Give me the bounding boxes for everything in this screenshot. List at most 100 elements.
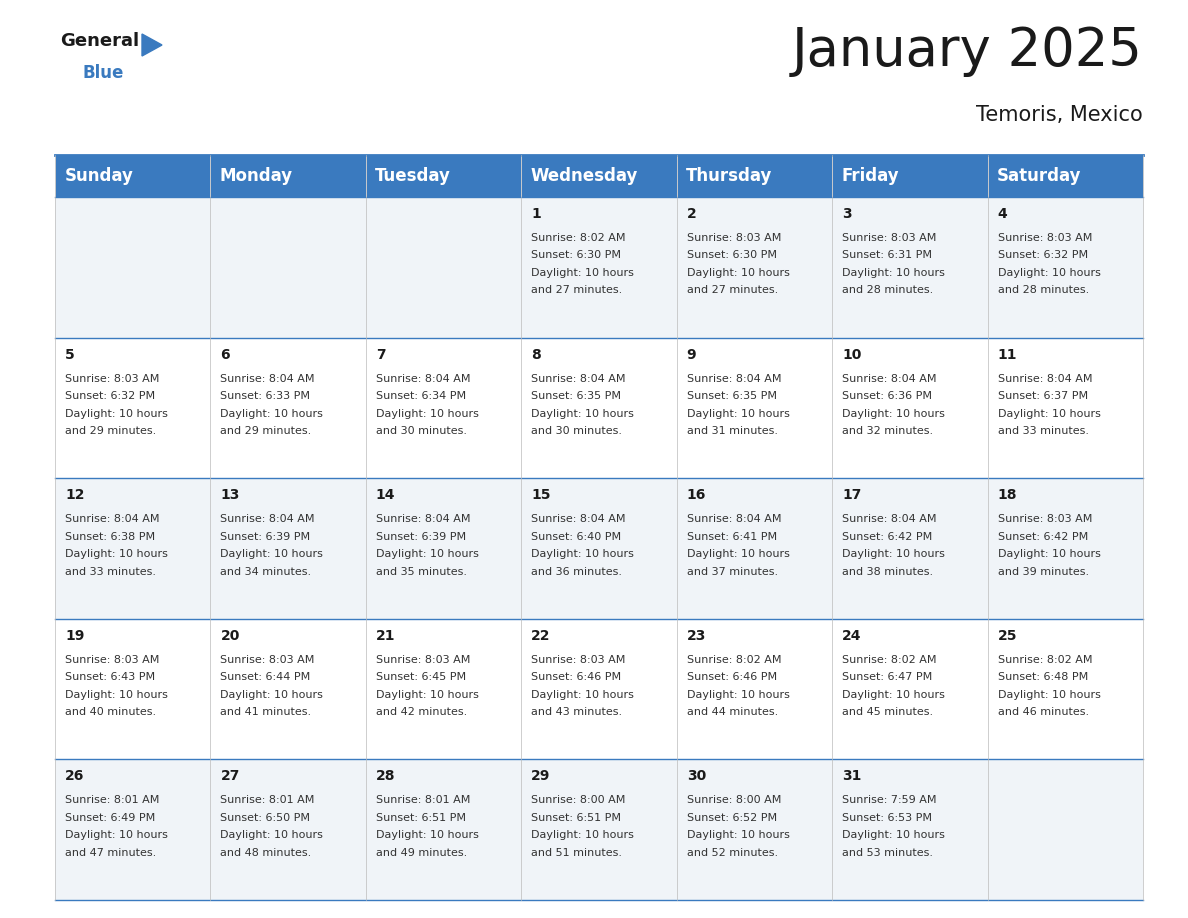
- Text: Daylight: 10 hours: Daylight: 10 hours: [531, 689, 634, 700]
- Text: 10: 10: [842, 348, 861, 362]
- Bar: [366, 197, 522, 338]
- Text: Daylight: 10 hours: Daylight: 10 hours: [65, 549, 168, 559]
- Text: Sunset: 6:35 PM: Sunset: 6:35 PM: [687, 391, 777, 401]
- Text: Daylight: 10 hours: Daylight: 10 hours: [221, 831, 323, 840]
- Text: Friday: Friday: [841, 167, 899, 185]
- Bar: [522, 338, 677, 478]
- Text: Sunrise: 8:02 AM: Sunrise: 8:02 AM: [998, 655, 1092, 665]
- Text: 8: 8: [531, 348, 541, 362]
- Text: Sunset: 6:34 PM: Sunset: 6:34 PM: [375, 391, 466, 401]
- Text: Sunset: 6:39 PM: Sunset: 6:39 PM: [221, 532, 310, 542]
- Bar: [210, 619, 366, 759]
- Text: Daylight: 10 hours: Daylight: 10 hours: [687, 409, 790, 419]
- Text: Sunset: 6:33 PM: Sunset: 6:33 PM: [221, 391, 310, 401]
- Text: Sunrise: 8:04 AM: Sunrise: 8:04 AM: [687, 374, 782, 384]
- Text: Sunrise: 8:03 AM: Sunrise: 8:03 AM: [998, 514, 1092, 524]
- Bar: [987, 759, 1143, 900]
- Text: and 34 minutes.: and 34 minutes.: [221, 566, 311, 577]
- Text: and 52 minutes.: and 52 minutes.: [687, 848, 778, 858]
- Text: Daylight: 10 hours: Daylight: 10 hours: [842, 689, 944, 700]
- Bar: [987, 478, 1143, 619]
- Text: Daylight: 10 hours: Daylight: 10 hours: [842, 409, 944, 419]
- Text: Sunset: 6:50 PM: Sunset: 6:50 PM: [221, 813, 310, 823]
- Text: and 28 minutes.: and 28 minutes.: [998, 285, 1089, 296]
- Text: Sunset: 6:37 PM: Sunset: 6:37 PM: [998, 391, 1088, 401]
- Bar: [987, 155, 1143, 197]
- Bar: [832, 759, 987, 900]
- Text: Daylight: 10 hours: Daylight: 10 hours: [65, 689, 168, 700]
- Text: 13: 13: [221, 488, 240, 502]
- Text: Sunrise: 8:04 AM: Sunrise: 8:04 AM: [221, 374, 315, 384]
- Text: Sunset: 6:51 PM: Sunset: 6:51 PM: [531, 813, 621, 823]
- Text: Sunset: 6:43 PM: Sunset: 6:43 PM: [65, 672, 156, 682]
- Text: Daylight: 10 hours: Daylight: 10 hours: [375, 549, 479, 559]
- Text: and 47 minutes.: and 47 minutes.: [65, 848, 157, 858]
- Text: Sunrise: 8:01 AM: Sunrise: 8:01 AM: [65, 795, 159, 805]
- Text: 18: 18: [998, 488, 1017, 502]
- Text: 19: 19: [65, 629, 84, 643]
- Text: Sunset: 6:30 PM: Sunset: 6:30 PM: [687, 251, 777, 261]
- Text: Daylight: 10 hours: Daylight: 10 hours: [842, 831, 944, 840]
- Text: Daylight: 10 hours: Daylight: 10 hours: [842, 549, 944, 559]
- Text: 17: 17: [842, 488, 861, 502]
- Bar: [677, 155, 832, 197]
- Bar: [522, 478, 677, 619]
- Text: and 31 minutes.: and 31 minutes.: [687, 426, 778, 436]
- Text: Wednesday: Wednesday: [531, 167, 638, 185]
- Text: and 33 minutes.: and 33 minutes.: [65, 566, 156, 577]
- Text: Sunrise: 8:04 AM: Sunrise: 8:04 AM: [375, 514, 470, 524]
- Text: and 41 minutes.: and 41 minutes.: [221, 707, 311, 717]
- Text: Sunset: 6:42 PM: Sunset: 6:42 PM: [998, 532, 1088, 542]
- Text: Daylight: 10 hours: Daylight: 10 hours: [998, 549, 1100, 559]
- Text: Temoris, Mexico: Temoris, Mexico: [977, 105, 1143, 125]
- Text: Daylight: 10 hours: Daylight: 10 hours: [531, 409, 634, 419]
- Text: and 29 minutes.: and 29 minutes.: [65, 426, 157, 436]
- Text: Daylight: 10 hours: Daylight: 10 hours: [221, 689, 323, 700]
- Text: and 48 minutes.: and 48 minutes.: [221, 848, 311, 858]
- Text: and 53 minutes.: and 53 minutes.: [842, 848, 933, 858]
- Text: Daylight: 10 hours: Daylight: 10 hours: [687, 549, 790, 559]
- Bar: [55, 338, 210, 478]
- Text: 14: 14: [375, 488, 396, 502]
- Text: and 44 minutes.: and 44 minutes.: [687, 707, 778, 717]
- Text: Sunrise: 7:59 AM: Sunrise: 7:59 AM: [842, 795, 936, 805]
- Text: Daylight: 10 hours: Daylight: 10 hours: [65, 409, 168, 419]
- Bar: [522, 197, 677, 338]
- Bar: [832, 197, 987, 338]
- Text: 22: 22: [531, 629, 551, 643]
- Bar: [832, 619, 987, 759]
- Bar: [55, 759, 210, 900]
- Polygon shape: [143, 34, 162, 56]
- Text: Sunset: 6:40 PM: Sunset: 6:40 PM: [531, 532, 621, 542]
- Bar: [55, 478, 210, 619]
- Text: Sunrise: 8:03 AM: Sunrise: 8:03 AM: [65, 374, 159, 384]
- Text: Sunset: 6:49 PM: Sunset: 6:49 PM: [65, 813, 156, 823]
- Text: Sunset: 6:30 PM: Sunset: 6:30 PM: [531, 251, 621, 261]
- Text: Sunset: 6:53 PM: Sunset: 6:53 PM: [842, 813, 933, 823]
- Text: Daylight: 10 hours: Daylight: 10 hours: [531, 831, 634, 840]
- Text: and 28 minutes.: and 28 minutes.: [842, 285, 934, 296]
- Text: Sunrise: 8:04 AM: Sunrise: 8:04 AM: [221, 514, 315, 524]
- Text: Sunset: 6:39 PM: Sunset: 6:39 PM: [375, 532, 466, 542]
- Text: Daylight: 10 hours: Daylight: 10 hours: [375, 409, 479, 419]
- Text: 4: 4: [998, 207, 1007, 221]
- Text: Sunrise: 8:04 AM: Sunrise: 8:04 AM: [375, 374, 470, 384]
- Text: Sunset: 6:36 PM: Sunset: 6:36 PM: [842, 391, 933, 401]
- Text: Sunrise: 8:03 AM: Sunrise: 8:03 AM: [531, 655, 626, 665]
- Text: Daylight: 10 hours: Daylight: 10 hours: [687, 268, 790, 278]
- Text: Sunrise: 8:04 AM: Sunrise: 8:04 AM: [687, 514, 782, 524]
- Bar: [55, 197, 210, 338]
- Text: 27: 27: [221, 769, 240, 783]
- Text: Sunrise: 8:03 AM: Sunrise: 8:03 AM: [375, 655, 470, 665]
- Bar: [677, 338, 832, 478]
- Bar: [55, 155, 210, 197]
- Text: Daylight: 10 hours: Daylight: 10 hours: [687, 831, 790, 840]
- Text: Sunrise: 8:00 AM: Sunrise: 8:00 AM: [531, 795, 626, 805]
- Bar: [987, 338, 1143, 478]
- Text: Sunset: 6:46 PM: Sunset: 6:46 PM: [531, 672, 621, 682]
- Text: Daylight: 10 hours: Daylight: 10 hours: [998, 268, 1100, 278]
- Text: Daylight: 10 hours: Daylight: 10 hours: [998, 689, 1100, 700]
- Text: Sunset: 6:38 PM: Sunset: 6:38 PM: [65, 532, 156, 542]
- Bar: [210, 155, 366, 197]
- Text: and 40 minutes.: and 40 minutes.: [65, 707, 156, 717]
